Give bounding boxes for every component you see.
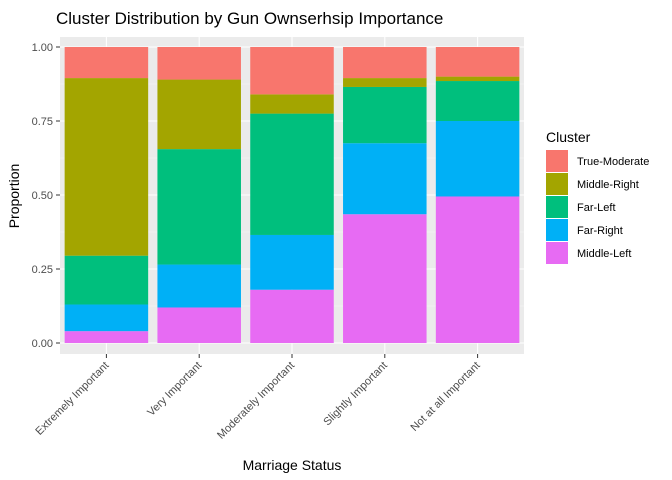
x-tick-label: Not at all Important bbox=[409, 360, 483, 434]
bar-segment bbox=[435, 47, 520, 77]
bar-segment bbox=[64, 78, 149, 256]
bar-segment bbox=[64, 255, 149, 305]
bar-segment bbox=[64, 47, 149, 79]
y-tick-label: 0.50 bbox=[32, 190, 53, 202]
bar-segment bbox=[343, 143, 427, 215]
bar-segment bbox=[343, 86, 427, 144]
bar-segment bbox=[157, 264, 241, 308]
x-tick-label: Extremely Important bbox=[33, 360, 111, 438]
bar-segment bbox=[435, 121, 520, 197]
legend-label: Far-Left bbox=[577, 202, 616, 214]
bar-segment bbox=[250, 47, 334, 95]
bar-segment bbox=[343, 47, 427, 79]
legend-label: Far-Right bbox=[577, 225, 623, 237]
y-tick-label: 0.00 bbox=[32, 338, 53, 350]
legend-swatch bbox=[546, 196, 568, 218]
y-tick-label: 0.25 bbox=[32, 264, 53, 276]
bar-segment bbox=[64, 304, 149, 332]
y-axis: 0.00 0.25 0.50 0.75 1.00 bbox=[32, 42, 60, 350]
bar-segment bbox=[250, 234, 334, 290]
y-axis-title: Proportion bbox=[6, 164, 22, 229]
x-tick-label: Slightly Important bbox=[321, 360, 390, 429]
bar-segment bbox=[435, 196, 520, 343]
bars bbox=[64, 47, 520, 343]
y-tick-label: 0.75 bbox=[32, 116, 53, 128]
legend: Cluster True-Moderate Middle-Right Far-Lef… bbox=[546, 129, 649, 264]
bar-segment bbox=[157, 149, 241, 265]
legend-label: Middle-Left bbox=[577, 248, 631, 260]
legend-label: Middle-Right bbox=[577, 179, 639, 191]
legend-swatch bbox=[546, 219, 568, 241]
bar-segment bbox=[157, 307, 241, 343]
bar-segment bbox=[64, 331, 149, 343]
bar-segment bbox=[343, 78, 427, 87]
bar-segment bbox=[250, 289, 334, 343]
bar-segment bbox=[250, 113, 334, 235]
y-tick-label: 1.00 bbox=[32, 42, 53, 54]
bar-segment bbox=[435, 81, 520, 121]
x-tick-label: Moderately Important bbox=[215, 360, 297, 442]
legend-title: Cluster bbox=[546, 129, 591, 145]
x-tick-label: Very Important bbox=[145, 360, 204, 419]
legend-swatch bbox=[546, 150, 568, 172]
legend-swatch bbox=[546, 173, 568, 195]
chart-title: Cluster Distribution by Gun Ownserhsip I… bbox=[56, 9, 443, 28]
bar-segment bbox=[343, 214, 427, 343]
bar-segment bbox=[157, 47, 241, 80]
x-axis: Extremely Important Very Important Moderat… bbox=[33, 354, 483, 442]
legend-swatch bbox=[546, 242, 568, 264]
bar-segment bbox=[250, 94, 334, 114]
legend-label: True-Moderate bbox=[577, 156, 649, 168]
bar-segment bbox=[157, 79, 241, 150]
x-axis-title: Marriage Status bbox=[243, 457, 342, 473]
bar-segment bbox=[435, 76, 520, 82]
